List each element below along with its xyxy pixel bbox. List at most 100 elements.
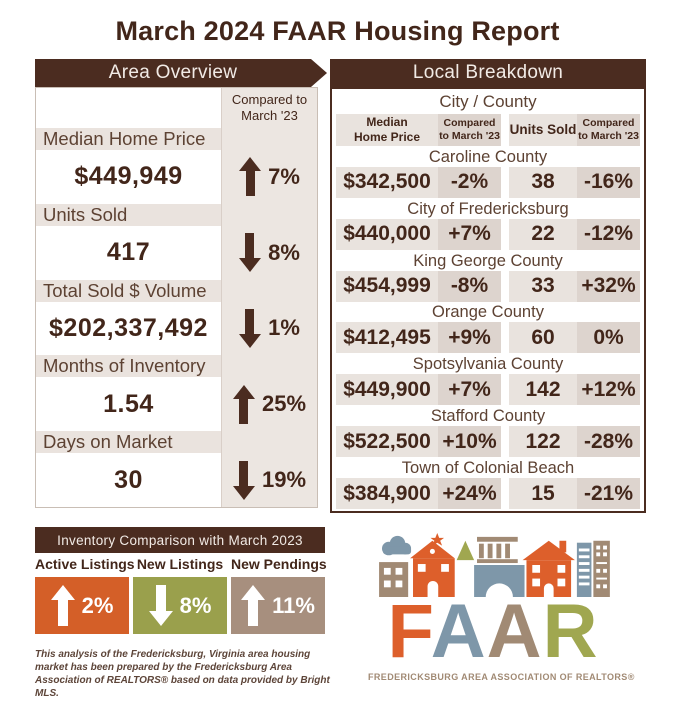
- metric-value: $202,337,492: [49, 313, 208, 342]
- inventory-comparison-header: Inventory Comparison with March 2023: [35, 527, 325, 553]
- units-sold-cell: 38: [509, 166, 577, 198]
- faar-wordmark: FAAR: [368, 594, 618, 670]
- metric-value: 1.54: [103, 389, 154, 418]
- metric-row: Total Sold $ Volume: [36, 279, 317, 302]
- county-name: Town of Colonial Beach: [401, 459, 575, 477]
- median-price-cell: $449,900: [336, 374, 438, 406]
- col-header-units-sold: Units Sold: [509, 113, 577, 146]
- units-change-cell: -21%: [577, 478, 640, 509]
- area-overview-head-row: Compared to March '23: [36, 88, 317, 128]
- metric-label: Months of Inventory: [36, 355, 221, 378]
- area-overview-panel: Compared to March '23 Median Home Price …: [35, 87, 318, 508]
- metric-value-row: $449,949 7%: [36, 149, 317, 204]
- change-percent: 2%: [81, 592, 114, 618]
- units-sold-cell: 60: [509, 322, 577, 354]
- median-price-cell: $412,495: [336, 322, 438, 354]
- county-group: City of Fredericksburg $440,000 +7% 22 -…: [336, 199, 640, 250]
- county-name: Orange County: [432, 303, 544, 322]
- units-sold-cell: 142: [509, 374, 577, 406]
- spacer: [36, 88, 221, 128]
- table-row: $342,500 -2% 38 -16%: [336, 166, 640, 198]
- new-pendings-box: 11%: [231, 577, 325, 634]
- units-change-cell: +12%: [577, 374, 640, 406]
- units-change-cell: 0%: [577, 322, 640, 354]
- metric-value-row: $202,337,492 1%: [36, 301, 317, 356]
- area-overview-header: Area Overview: [35, 59, 327, 87]
- new-pendings-label: New Pendings: [231, 556, 327, 572]
- units-sold-cell: 122: [509, 426, 577, 458]
- median-price-cell: $522,500: [336, 426, 438, 458]
- change-percent: 19%: [261, 467, 307, 493]
- house-with-star-icon: [409, 533, 455, 597]
- inventory-boxes-row: 2% 8% 11%: [35, 577, 325, 634]
- local-breakdown-header: Local Breakdown: [330, 59, 646, 87]
- faar-letter: R: [542, 589, 599, 674]
- trend-arrow-icon: [239, 233, 262, 273]
- median-price-cell: $384,900: [336, 478, 438, 509]
- metric-value: $449,949: [74, 162, 183, 191]
- price-change-cell: +7%: [438, 374, 501, 406]
- table-header-row: Median Home Price Compared to March '23 …: [336, 113, 640, 146]
- units-sold-cell: 15: [509, 478, 577, 509]
- active-listings-box: 2%: [35, 577, 129, 634]
- units-change-cell: -12%: [577, 218, 640, 250]
- metric-row: Days on Market: [36, 431, 317, 454]
- trend-arrow-icon: [241, 585, 266, 626]
- faar-skyline-logo: [378, 533, 610, 597]
- city-county-subtitle: City / County: [439, 92, 537, 111]
- county-group: Town of Colonial Beach $384,900 +24% 15 …: [336, 458, 640, 509]
- change-percent: 8%: [268, 239, 300, 265]
- table-row: $454,999 -8% 33 +32%: [336, 270, 640, 302]
- bridge-icon: [473, 536, 525, 597]
- metric-label: Total Sold $ Volume: [36, 279, 221, 302]
- county-group: Stafford County $522,500 +10% 122 -28%: [336, 406, 640, 458]
- county-group: King George County $454,999 -8% 33 +32%: [336, 251, 640, 302]
- new-listings-box: 8%: [133, 577, 227, 634]
- table-row: $449,900 +7% 142 +12%: [336, 374, 640, 406]
- metric-label: Days on Market: [36, 431, 221, 454]
- county-name: City of Fredericksburg: [407, 199, 569, 218]
- new-listings-label: New Listings: [136, 556, 224, 572]
- price-change-cell: +7%: [438, 218, 501, 250]
- price-change-cell: +10%: [438, 426, 501, 458]
- faar-letter: F: [387, 589, 431, 674]
- trend-arrow-icon: [232, 384, 255, 424]
- change-percent: 7%: [268, 163, 300, 189]
- county-group: Spotsylvania County $449,900 +7% 142 +12…: [336, 354, 640, 406]
- table-row: $412,495 +9% 60 0%: [336, 322, 640, 354]
- local-breakdown-panel: City / County Median Home Price Compared…: [330, 87, 646, 513]
- price-change-cell: -2%: [438, 166, 501, 198]
- metric-value-row: 1.54 25%: [36, 377, 317, 432]
- units-sold-cell: 22: [509, 218, 577, 250]
- price-change-cell: -8%: [438, 270, 501, 302]
- median-price-cell: $454,999: [336, 270, 438, 302]
- faar-letter: A: [486, 589, 543, 674]
- metric-row: Median Home Price: [36, 127, 317, 150]
- trend-arrow-icon: [232, 460, 255, 500]
- faar-tagline: FREDERICKSBURG AREA ASSOCIATION OF REALT…: [368, 672, 635, 683]
- trend-arrow-icon: [148, 585, 173, 626]
- table-row: $384,900 +24% 15 -21%: [336, 478, 640, 509]
- building-left-icon: [378, 562, 408, 597]
- change-percent: 1%: [268, 315, 300, 341]
- col-header-units-compared: Compared to March '23: [577, 113, 640, 146]
- units-change-cell: -28%: [577, 426, 640, 458]
- metric-label: Units Sold: [36, 203, 221, 226]
- inventory-comparison-header-label: Inventory Comparison with March 2023: [57, 532, 303, 548]
- change-percent: 11%: [272, 592, 315, 618]
- change-percent: 8%: [179, 592, 212, 618]
- active-listings-label: Active Listings: [35, 556, 135, 572]
- change-percent: 25%: [261, 391, 307, 417]
- trend-arrow-icon: [239, 157, 262, 197]
- table-row: $440,000 +7% 22 -12%: [336, 218, 640, 250]
- units-sold-cell: 33: [509, 270, 577, 302]
- trend-arrow-icon: [239, 308, 262, 348]
- county-name: King George County: [413, 251, 563, 270]
- tree-icon: [456, 540, 474, 561]
- compared-to-march-label: Compared to March '23: [231, 91, 308, 123]
- report-title: March 2024 FAAR Housing Report: [115, 16, 560, 46]
- table-row: $522,500 +10% 122 -28%: [336, 426, 640, 458]
- county-group: Orange County $412,495 +9% 60 0%: [336, 302, 640, 354]
- county-name: Caroline County: [428, 147, 548, 166]
